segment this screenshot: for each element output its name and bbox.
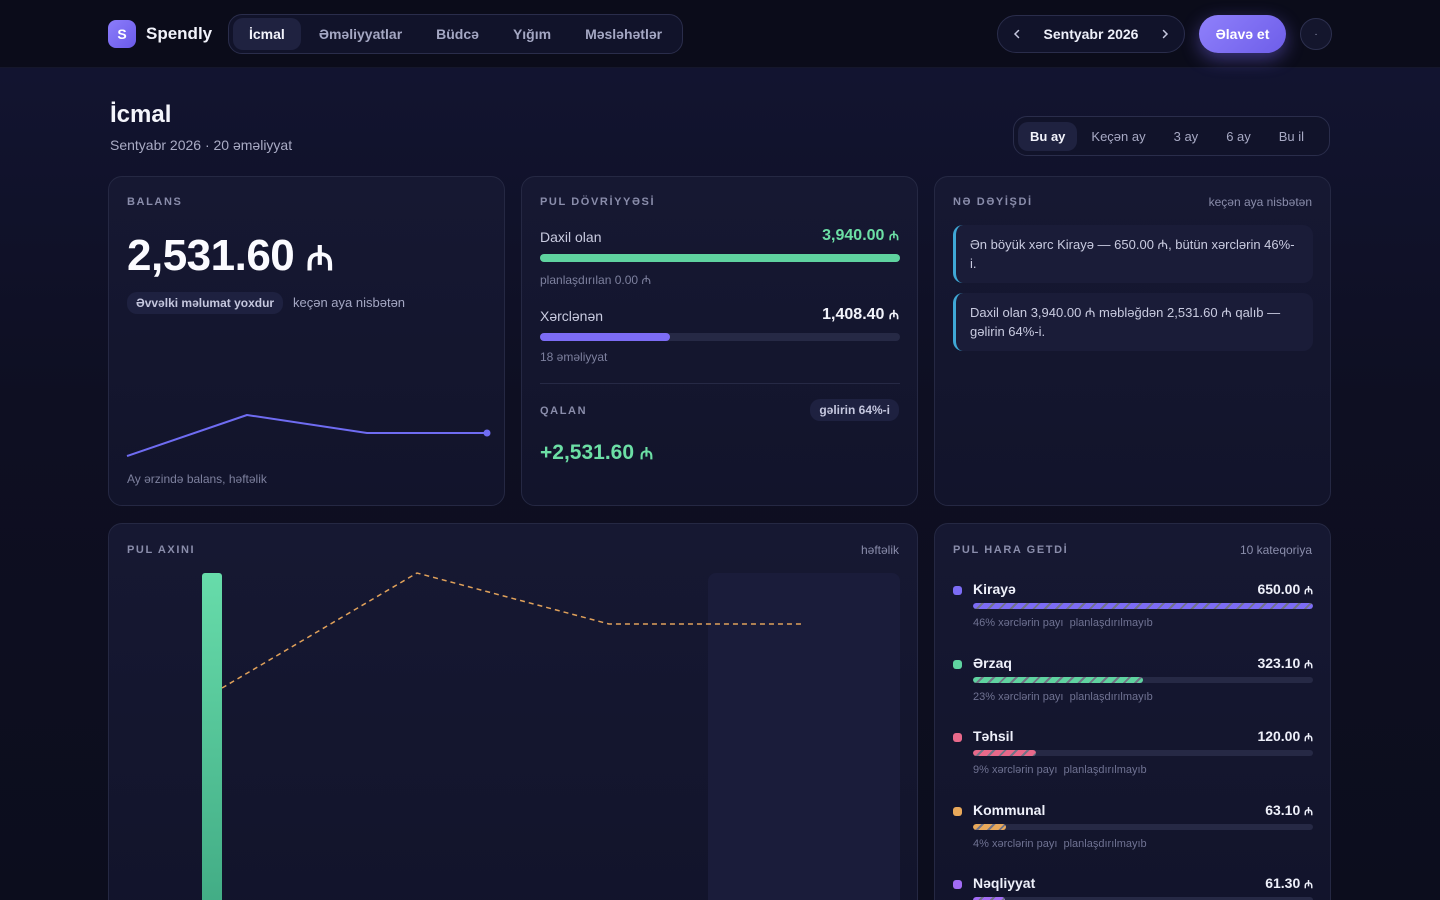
category-row[interactable]: Kirayə 650.00 ₼ 46% xərclərin payı planlaş… [953, 581, 1313, 641]
balance-value: 2,531.60 ₼ [127, 231, 334, 280]
cashflow-chart [202, 572, 900, 900]
category-name: Kommunal [973, 802, 1046, 818]
page-title: İcmal [110, 101, 172, 128]
period-tab-this-month[interactable]: Bu ay [1018, 121, 1078, 151]
insight-item: Ən böyük xərc Kirayə — 650.00 ₼, bütün x… [953, 225, 1313, 283]
chevron-right-icon[interactable] [1156, 25, 1174, 43]
category-subtext: 46% xərclərin payı planlaşdırılmayıb [973, 617, 1153, 629]
income-bar-track [540, 254, 900, 262]
category-amount: 650.00 ₼ [1257, 581, 1313, 597]
categories-meta: 10 kateqoriya [1239, 543, 1312, 557]
income-bar-week-1 [202, 573, 222, 900]
remaining-chip: gəlirin 64%-i [810, 399, 899, 421]
income-planned: planlaşdırılan 0.00 ₼ [540, 273, 652, 287]
category-amount: 323.10 ₼ [1257, 655, 1313, 671]
income-value: 3,940.00 ₼ [822, 227, 899, 244]
expense-value: 1,408.40 ₼ [822, 306, 899, 323]
category-bar-track [973, 677, 1313, 683]
remaining-label: QALAN [540, 405, 588, 417]
brand-logo-icon: S [108, 20, 136, 48]
category-bar-track [973, 603, 1313, 609]
expense-label: Xərclənən [540, 308, 604, 324]
sparkline-end-dot [483, 429, 491, 437]
balance-chip: Əvvəlki məlumat yoxdur [127, 292, 284, 314]
category-subtext: 4% xərclərin payı planlaşdırılmayıb [973, 838, 1147, 850]
brand[interactable]: S Spendly [108, 20, 212, 48]
avatar[interactable]: · [1300, 18, 1332, 50]
nav-item-emeliyyatlar[interactable]: Əməliyyatlar [318, 26, 403, 42]
changes-label: NƏ DƏYİŞDİ [953, 196, 1033, 208]
cashflow-chart-meta: həftəlik [860, 543, 899, 557]
category-name: Kirayə [973, 581, 1016, 597]
category-bar-fill [973, 897, 1005, 900]
period-tab-last-month[interactable]: Keçən ay [1091, 128, 1146, 144]
expense-count: 18 əməliyyat [540, 350, 608, 364]
cashflow-chart-label: PUL AXINI [127, 544, 196, 556]
period-tab-this-year[interactable]: Bu il [1278, 128, 1305, 144]
category-bar-fill [973, 677, 1143, 683]
period-tab-6-months[interactable]: 6 ay [1226, 128, 1251, 144]
category-color-dot [953, 733, 962, 742]
main-nav: İcmal Əməliyyatlar Büdcə Yığım Məsləhətl… [228, 14, 684, 54]
changes-card: NƏ DƏYİŞDİ keçən aya nisbətən Ən böyük x… [934, 176, 1331, 506]
balance-sparkline [126, 414, 491, 457]
nav-item-yigim[interactable]: Yığım [512, 26, 552, 42]
month-label: Sentyabr 2026 [1043, 26, 1139, 42]
category-bar-track [973, 897, 1313, 900]
category-bar-fill [973, 824, 1006, 830]
category-color-dot [953, 807, 962, 816]
page-subtitle: Sentyabr 2026 · 20 əməliyyat [110, 137, 293, 153]
changes-meta: keçən aya nisbətən [1208, 195, 1312, 209]
nav-item-meslehetler[interactable]: Məsləhətlər [585, 26, 663, 42]
add-button[interactable]: Əlavə et [1199, 15, 1286, 53]
category-amount: 120.00 ₼ [1257, 728, 1313, 744]
expense-trend-line [221, 572, 803, 689]
categories-label: PUL HARA GETDİ [953, 544, 1069, 556]
category-subtext: 23% xərclərin payı planlaşdırılmayıb [973, 691, 1153, 703]
category-name: Nəqliyyat [973, 875, 1036, 891]
category-color-dot [953, 880, 962, 889]
category-row[interactable]: Nəqliyyat 61.30 ₼ [953, 875, 1313, 900]
expense-bar-fill [540, 333, 670, 341]
category-amount: 61.30 ₼ [1265, 875, 1313, 891]
category-amount: 63.10 ₼ [1265, 802, 1313, 818]
category-row[interactable]: Ərzaq 323.10 ₼ 23% xərclərin payı planlaşd… [953, 655, 1313, 715]
category-row[interactable]: Təhsil 120.00 ₼ 9% xərclərin payı planlaşd… [953, 728, 1313, 788]
cashflow-label: PUL DÖVRİYYƏSİ [540, 196, 656, 208]
chevron-left-icon[interactable] [1008, 25, 1026, 43]
cashflow-chart-card: PUL AXINI həftəlik [108, 523, 918, 900]
category-color-dot [953, 586, 962, 595]
income-label: Daxil olan [540, 229, 602, 245]
current-week-highlight [708, 573, 900, 900]
period-tab-3-months[interactable]: 3 ay [1173, 128, 1199, 144]
insight-item: Daxil olan 3,940.00 ₼ məbləğdən 2,531.60… [953, 293, 1313, 351]
categories-card: PUL HARA GETDİ 10 kateqoriya Kirayə 650.0… [934, 523, 1331, 900]
remaining-value: +2,531.60 ₼ [540, 441, 654, 464]
nav-item-icmal[interactable]: İcmal [233, 18, 301, 50]
month-picker: Sentyabr 2026 [997, 15, 1185, 53]
category-bar-track [973, 750, 1313, 756]
category-name: Ərzaq [973, 655, 1012, 671]
category-bar-track [973, 824, 1313, 830]
category-row[interactable]: Kommunal 63.10 ₼ 4% xərclərin payı planlaş… [953, 802, 1313, 862]
balance-compare: keçən aya nisbətən [293, 295, 406, 310]
expense-bar-track [540, 333, 900, 341]
category-bar-fill [973, 603, 1313, 609]
nav-item-budce[interactable]: Büdcə [436, 26, 479, 42]
income-bar-fill [540, 254, 900, 262]
balance-card: BALANS 2,531.60 ₼ Əvvəlki məlumat yoxdur… [108, 176, 505, 506]
cashflow-divider [540, 383, 900, 384]
brand-name: Spendly [146, 24, 213, 43]
cashflow-card: PUL DÖVRİYYƏSİ Daxil olan 3,940.00 ₼ pla… [521, 176, 918, 506]
category-subtext: 9% xərclərin payı planlaşdırılmayıb [973, 764, 1147, 776]
balance-label: BALANS [127, 196, 183, 208]
balance-footer: Ay ərzində balans, həftəlik [127, 472, 267, 486]
period-tabs: Bu ay Keçən ay 3 ay 6 ay Bu il [1013, 116, 1330, 156]
category-name: Təhsil [973, 728, 1014, 744]
category-color-dot [953, 660, 962, 669]
category-bar-fill [973, 750, 1036, 756]
